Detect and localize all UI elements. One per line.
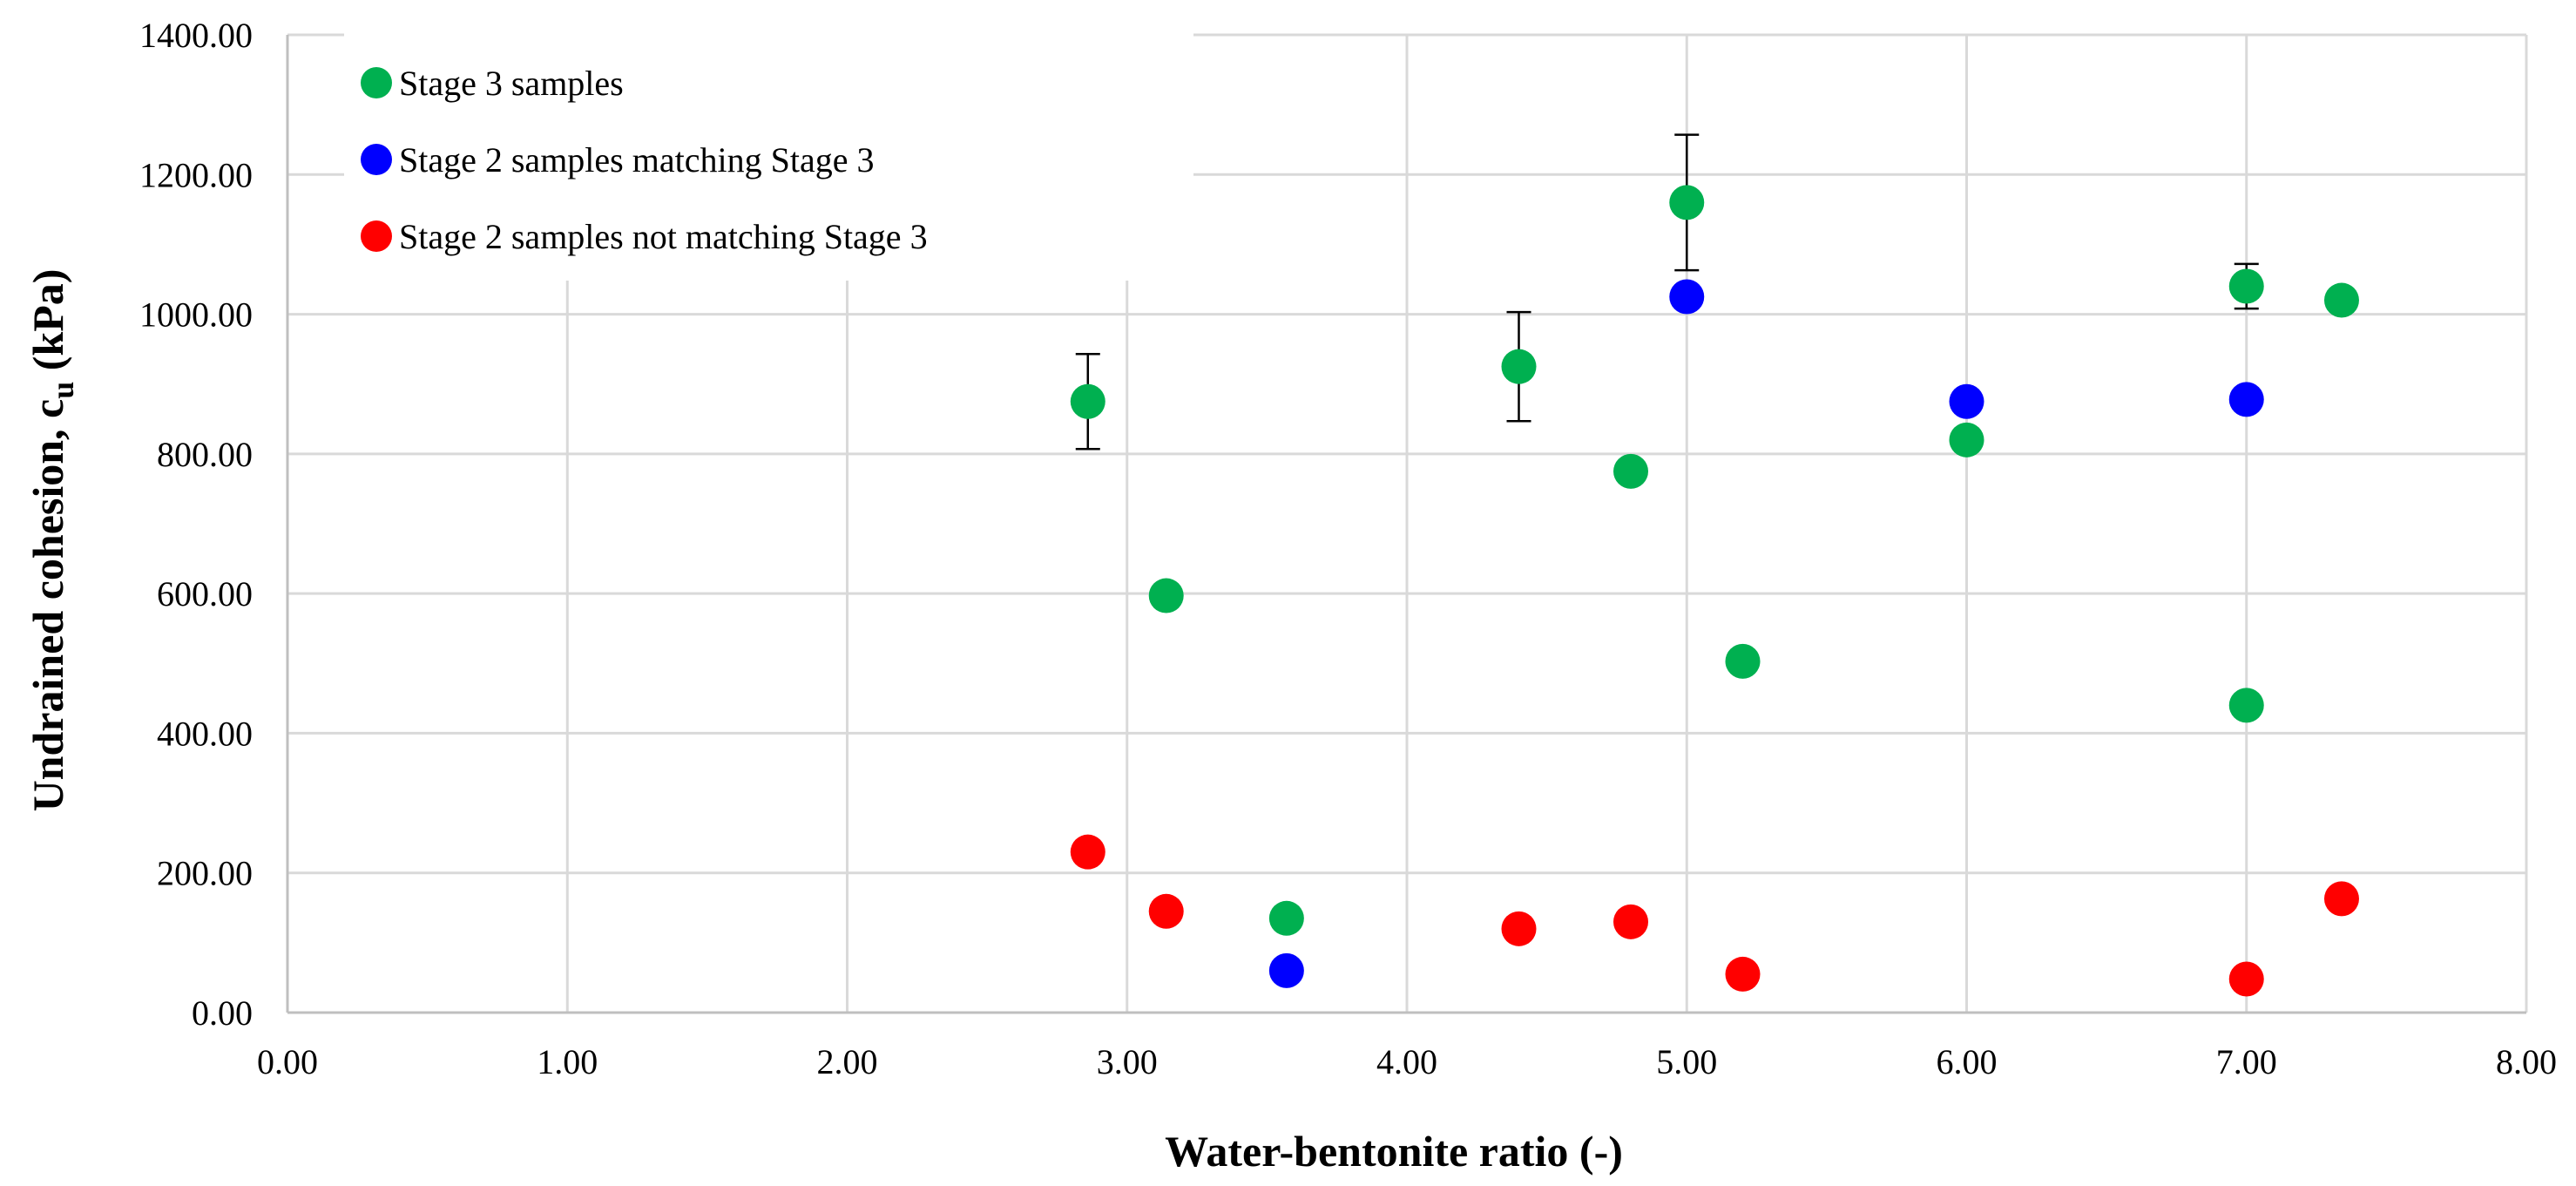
x-tick-label: 5.00	[1656, 1042, 1717, 1081]
y-tick-label: 600.00	[157, 574, 253, 613]
data-point	[1268, 900, 1304, 936]
data-point	[1148, 893, 1184, 929]
x-tick-label: 2.00	[817, 1042, 878, 1081]
x-tick-label: 4.00	[1376, 1042, 1437, 1081]
y-tick-label: 1400.00	[139, 16, 253, 55]
data-point	[2323, 282, 2359, 318]
data-point	[2228, 688, 2264, 723]
data-point	[2323, 881, 2359, 917]
data-point	[2228, 268, 2264, 304]
y-axis-title-main: Undrained cohesion, c	[24, 399, 72, 812]
data-point	[1725, 956, 1761, 992]
data-point	[1070, 383, 1105, 419]
legend-marker	[361, 144, 392, 175]
x-axis-title: Water-bentonite ratio (-)	[1165, 1127, 1623, 1176]
data-point	[1669, 185, 1705, 220]
x-tick-label: 3.00	[1097, 1042, 1158, 1081]
data-point	[1949, 422, 1984, 457]
data-point	[1669, 279, 1705, 315]
data-point	[1613, 453, 1648, 489]
data-point	[1148, 578, 1184, 613]
data-point	[1070, 834, 1105, 870]
y-axis-title: Undrained cohesion, cu (kPa)	[24, 269, 80, 812]
x-tick-label: 7.00	[2216, 1042, 2277, 1081]
data-point	[1501, 911, 1537, 946]
x-tick-label: 0.00	[257, 1042, 318, 1081]
y-tick-label: 800.00	[157, 435, 253, 474]
legend-label: Stage 2 samples not matching Stage 3	[399, 217, 928, 256]
legend-label: Stage 2 samples matching Stage 3	[399, 140, 874, 180]
y-tick-label: 400.00	[157, 714, 253, 753]
axes	[286, 35, 2526, 1014]
legend-label: Stage 3 samples	[399, 64, 624, 103]
x-tick-label: 8.00	[2496, 1042, 2557, 1081]
y-tick-label: 1000.00	[139, 295, 253, 335]
y-tick-label: 1200.00	[139, 155, 253, 194]
data-point	[1268, 952, 1304, 988]
legend: Stage 3 samples Stage 2 samples matching …	[344, 28, 1193, 281]
data-point	[1613, 904, 1648, 939]
data-point	[2228, 382, 2264, 417]
data-point	[1501, 349, 1537, 384]
data-point	[2228, 961, 2264, 997]
y-tick-label: 200.00	[157, 854, 253, 893]
y-axis-title-unit: (kPa)	[24, 269, 72, 382]
legend-marker	[361, 67, 392, 98]
data-point	[1949, 383, 1984, 419]
x-tick-label: 1.00	[537, 1042, 598, 1081]
x-tick-labels: 0.00 1.00 2.00 3.00 4.00 5.00 6.00 7.00 8.00	[257, 1042, 2557, 1081]
legend-background	[344, 28, 1193, 281]
data-point	[1725, 643, 1761, 679]
y-axis-title-subscript: u	[45, 382, 80, 399]
y-tick-labels: 0.00 200.00 400.00 600.00 800.00 1000.00 1200.…	[139, 16, 253, 1033]
legend-marker	[361, 220, 392, 252]
y-tick-label: 0.00	[192, 993, 253, 1033]
x-tick-label: 6.00	[1937, 1042, 1998, 1081]
data-points	[1070, 185, 2359, 997]
